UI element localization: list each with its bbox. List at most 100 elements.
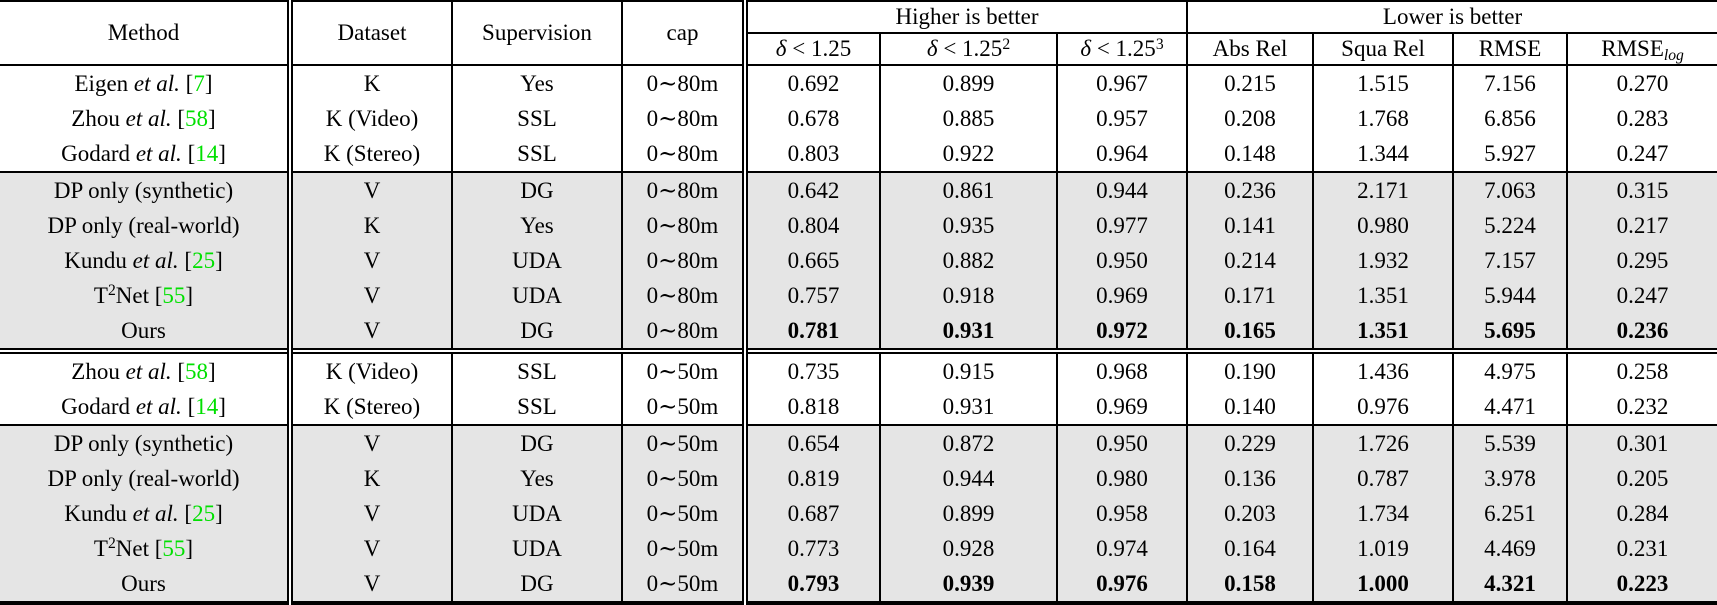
text-segment: RMSE [1601, 36, 1664, 61]
text-segment: et al. [125, 358, 172, 384]
cell-method: Kundu et al. [25] [0, 243, 293, 278]
cell-delta-2: 0.935 [880, 208, 1058, 243]
text-segment: Eigen [74, 70, 134, 96]
text-segment: DP only (synthetic) [53, 177, 234, 203]
cell-delta-2: 0.931 [880, 389, 1058, 425]
cell-rmse: 4.471 [1453, 389, 1569, 425]
cell-supervision: DG [452, 171, 623, 208]
cell-dataset: K (Video) [290, 348, 453, 389]
cell-supervision: Yes [452, 461, 623, 496]
cell-delta-3: 0.950 [1057, 243, 1189, 278]
table-row: Zhou et al. [58] K (Video) SSL 0∼50m 0.735 0.… [0, 348, 1717, 389]
cell-rmse-log: 0.236 [1616, 317, 1669, 343]
text-segment: 3 [1155, 35, 1164, 53]
cell-supervision: UDA [452, 531, 623, 566]
column-group-lower-is-better: Lower is better [1187, 1, 1717, 34]
cell-rmse-log: 0.247 [1616, 140, 1669, 166]
text-segment: ] [218, 140, 226, 166]
table-row: Ours V DG 0∼80m 0.781 0.931 0.972 0.165 1.351 5.6… [0, 313, 1717, 351]
cell-method: DP only (real-world) [0, 461, 293, 496]
cell-rmse: 6.856 [1453, 101, 1569, 136]
cell-delta-3: 0.958 [1057, 496, 1189, 531]
cell-delta-3: 0.976 [1057, 566, 1189, 603]
cell-rmse-log: 0.284 [1616, 500, 1669, 526]
cell-delta-3: 0.944 [1057, 171, 1189, 208]
cell-cap: 0∼80m [622, 136, 748, 172]
cell-method: Zhou et al. [58] [0, 101, 293, 136]
cell-delta-2: 0.922 [880, 136, 1058, 172]
text-segment: Godard [61, 393, 136, 419]
cell-rmse-log: 0.258 [1567, 348, 1717, 389]
cell-delta-1: 0.654 [745, 424, 881, 461]
cell-dataset: V [290, 531, 453, 566]
cell-dataset: V [290, 496, 453, 531]
cell-cap: 0∼80m [622, 101, 748, 136]
text-segment: ] [208, 358, 216, 384]
cell-rmse: 5.944 [1453, 278, 1569, 313]
cell-rmse-log: 0.231 [1616, 535, 1669, 561]
cell-method: T2Net [55] [0, 278, 293, 313]
text-segment: < 1.25 [1091, 36, 1156, 61]
cell-method: Kundu et al. [25] [0, 496, 293, 531]
cell-squa-rel: 1.019 [1313, 531, 1455, 566]
cell-rmse: 5.927 [1453, 136, 1569, 172]
cell-abs-rel: 0.236 [1187, 171, 1315, 208]
column-header-delta-2: δ < 1.252 [880, 33, 1058, 66]
cell-delta-2: 0.899 [880, 65, 1058, 101]
text-segment: ] [218, 393, 226, 419]
cell-dataset: V [290, 278, 453, 313]
cell-cap: 0∼50m [622, 461, 748, 496]
table-row: Godard et al. [14] K (Stereo) SSL 0∼50m 0.81… [0, 389, 1717, 425]
text-segment: ] [215, 500, 223, 526]
text-segment: [ [179, 70, 194, 96]
cell-delta-3: 0.967 [1057, 65, 1189, 101]
column-header-cap: cap [622, 1, 748, 66]
cell-rmse-log: 0.223 [1616, 570, 1669, 596]
cell-delta-3: 0.964 [1057, 136, 1189, 172]
column-header-method: Method [0, 1, 293, 66]
column-header-dataset: Dataset [290, 1, 453, 66]
cell-dataset: K (Stereo) [290, 389, 453, 425]
text-segment: ] [215, 247, 223, 273]
cell-dataset: K (Stereo) [290, 136, 453, 172]
citation-number: 55 [162, 282, 186, 308]
cell-rmse: 4.321 [1453, 566, 1569, 603]
table-row: Kundu et al. [25] V UDA 0∼50m 0.687 0.899 0.95… [0, 496, 1717, 531]
cell-cap: 0∼80m [622, 65, 748, 101]
cell-squa-rel: 0.980 [1313, 208, 1455, 243]
cell-method: DP only (synthetic) [0, 424, 293, 461]
cell-delta-1: 0.665 [745, 243, 881, 278]
text-segment: 2 [1002, 35, 1011, 53]
cell-method: Zhou et al. [58] [0, 348, 293, 389]
cell-dataset: K (Video) [290, 101, 453, 136]
cell-delta-2: 0.882 [880, 243, 1058, 278]
text-segment: log [1663, 47, 1684, 65]
text-segment: et al. [125, 105, 172, 131]
text-segment: δ [926, 36, 938, 61]
cell-cap: 0∼80m [622, 313, 748, 351]
cell-abs-rel: 0.229 [1187, 424, 1315, 461]
cell-delta-2: 0.931 [880, 313, 1058, 351]
cell-squa-rel: 1.726 [1313, 424, 1455, 461]
cell-delta-3: 0.972 [1057, 313, 1189, 351]
table-row: T2Net [55] V UDA 0∼50m 0.773 0.928 0.974 0.164 1… [0, 531, 1717, 566]
cell-dataset: V [290, 566, 453, 603]
cell-abs-rel: 0.215 [1187, 65, 1315, 101]
cell-squa-rel: 1.734 [1313, 496, 1455, 531]
cell-dataset: K [290, 461, 453, 496]
header-group-row: Method Dataset Supervision cap Higher is… [0, 1, 1717, 66]
cell-method: Ours [0, 566, 293, 603]
cell-method: Ours [0, 313, 293, 351]
text-segment: 2 [107, 535, 116, 553]
cell-rmse-log: 0.205 [1616, 465, 1669, 491]
column-header-squa-rel: Squa Rel [1313, 33, 1455, 66]
cell-rmse-log: 0.270 [1616, 70, 1669, 96]
cell-delta-2: 0.899 [880, 496, 1058, 531]
text-segment: δ [1080, 36, 1092, 61]
cell-delta-3: 0.974 [1057, 531, 1189, 566]
table-row: DP only (synthetic) V DG 0∼50m 0.654 0.872 0.9… [0, 424, 1717, 461]
cell-supervision: SSL [452, 101, 623, 136]
citation-number: 14 [195, 140, 219, 166]
text-segment: < 1.25 [786, 36, 852, 61]
table-row: T2Net [55] V UDA 0∼80m 0.757 0.918 0.969 0.171 1… [0, 278, 1717, 313]
